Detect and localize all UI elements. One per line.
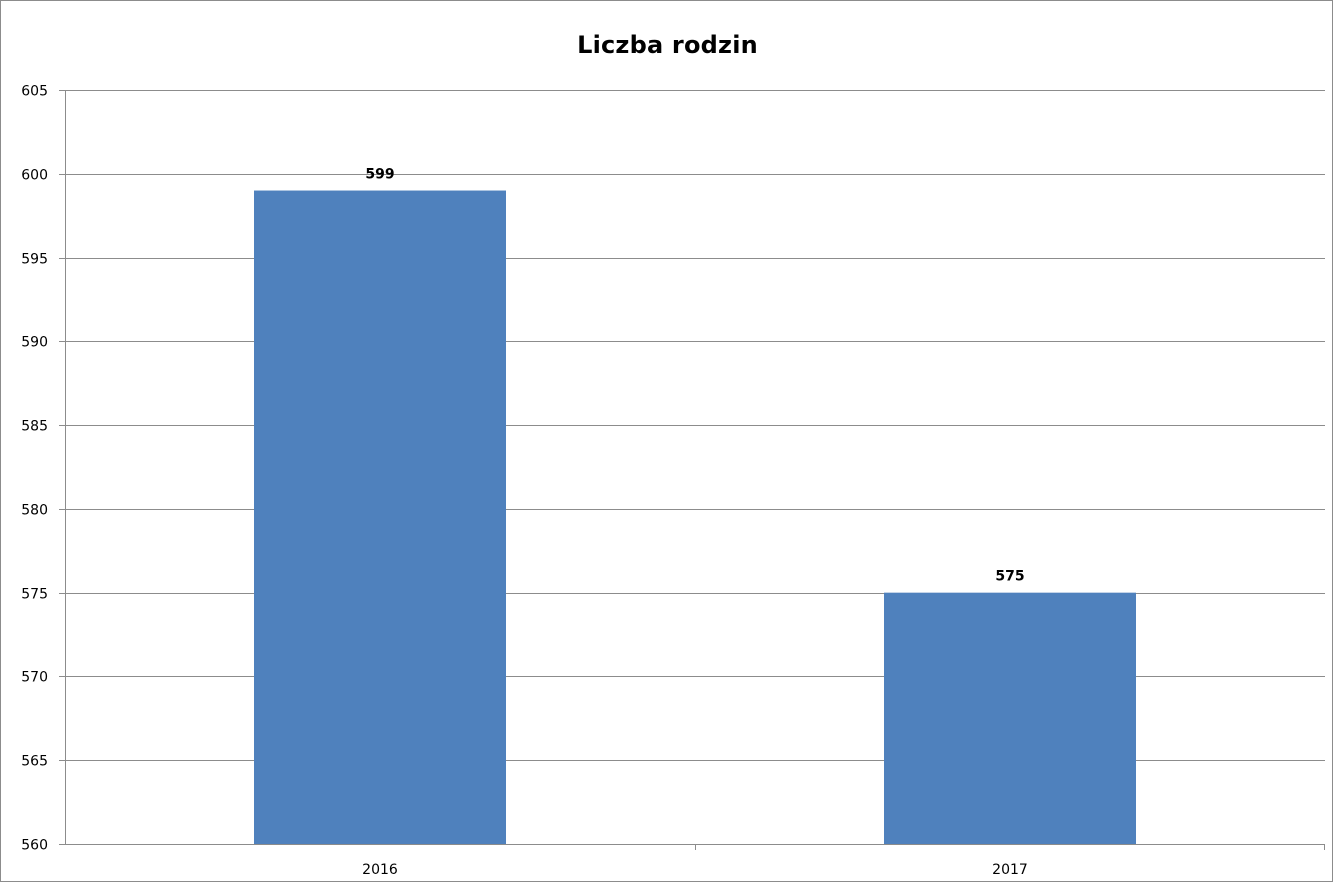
y-tick-label-560: 560: [21, 838, 48, 854]
y-tick-label-585: 585: [21, 419, 48, 435]
data-label-2017: 575: [995, 569, 1024, 585]
labels: 560 565 570 575 580 585 590 595 600 605 599 2016 575…: [21, 84, 1028, 879]
axes: [59, 90, 1325, 850]
x-tick-label-2017: 2017: [992, 862, 1028, 878]
y-tick-label-600: 600: [21, 168, 48, 184]
y-tick-label-590: 590: [21, 335, 48, 351]
bar-2016: [254, 190, 506, 845]
data-label-2016: 599: [365, 167, 394, 183]
bar-2017: [884, 592, 1136, 844]
y-tick-label-595: 595: [21, 252, 48, 268]
y-tick-label-580: 580: [21, 503, 48, 519]
chart-title: Liczba rodzin: [577, 31, 758, 59]
y-tick-label-575: 575: [21, 587, 48, 603]
y-tick-label-565: 565: [21, 754, 48, 770]
y-tick-label-570: 570: [21, 670, 48, 686]
x-tick-label-2016: 2016: [362, 862, 398, 878]
bars: [254, 190, 1136, 845]
y-tick-label-605: 605: [21, 84, 48, 100]
